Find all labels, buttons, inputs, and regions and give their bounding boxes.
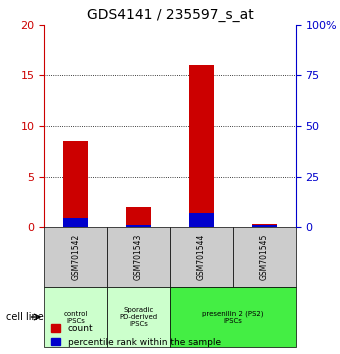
Text: GSM701543: GSM701543 — [134, 234, 143, 280]
Text: control
IPSCs: control IPSCs — [64, 310, 88, 324]
FancyBboxPatch shape — [233, 227, 296, 287]
FancyBboxPatch shape — [107, 227, 170, 287]
FancyBboxPatch shape — [170, 287, 296, 347]
Title: GDS4141 / 235597_s_at: GDS4141 / 235597_s_at — [87, 8, 253, 22]
Bar — [63, 218, 88, 227]
Text: Sporadic
PD-derived
iPSCs: Sporadic PD-derived iPSCs — [119, 307, 158, 327]
Text: cell line: cell line — [6, 312, 44, 322]
FancyBboxPatch shape — [44, 227, 107, 287]
Bar — [126, 207, 151, 227]
Text: GSM701542: GSM701542 — [71, 234, 80, 280]
FancyBboxPatch shape — [44, 287, 107, 347]
Text: presenilin 2 (PS2)
iPSCs: presenilin 2 (PS2) iPSCs — [202, 310, 264, 324]
FancyBboxPatch shape — [107, 287, 170, 347]
Bar — [189, 65, 214, 227]
Legend: count, percentile rank within the sample: count, percentile rank within the sample — [49, 321, 223, 349]
Bar — [126, 225, 151, 227]
Bar — [252, 225, 277, 227]
Bar — [63, 141, 88, 227]
Bar — [189, 213, 214, 227]
FancyBboxPatch shape — [170, 227, 233, 287]
Text: GSM701544: GSM701544 — [197, 234, 206, 280]
Text: GSM701545: GSM701545 — [260, 234, 269, 280]
Bar — [252, 224, 277, 227]
